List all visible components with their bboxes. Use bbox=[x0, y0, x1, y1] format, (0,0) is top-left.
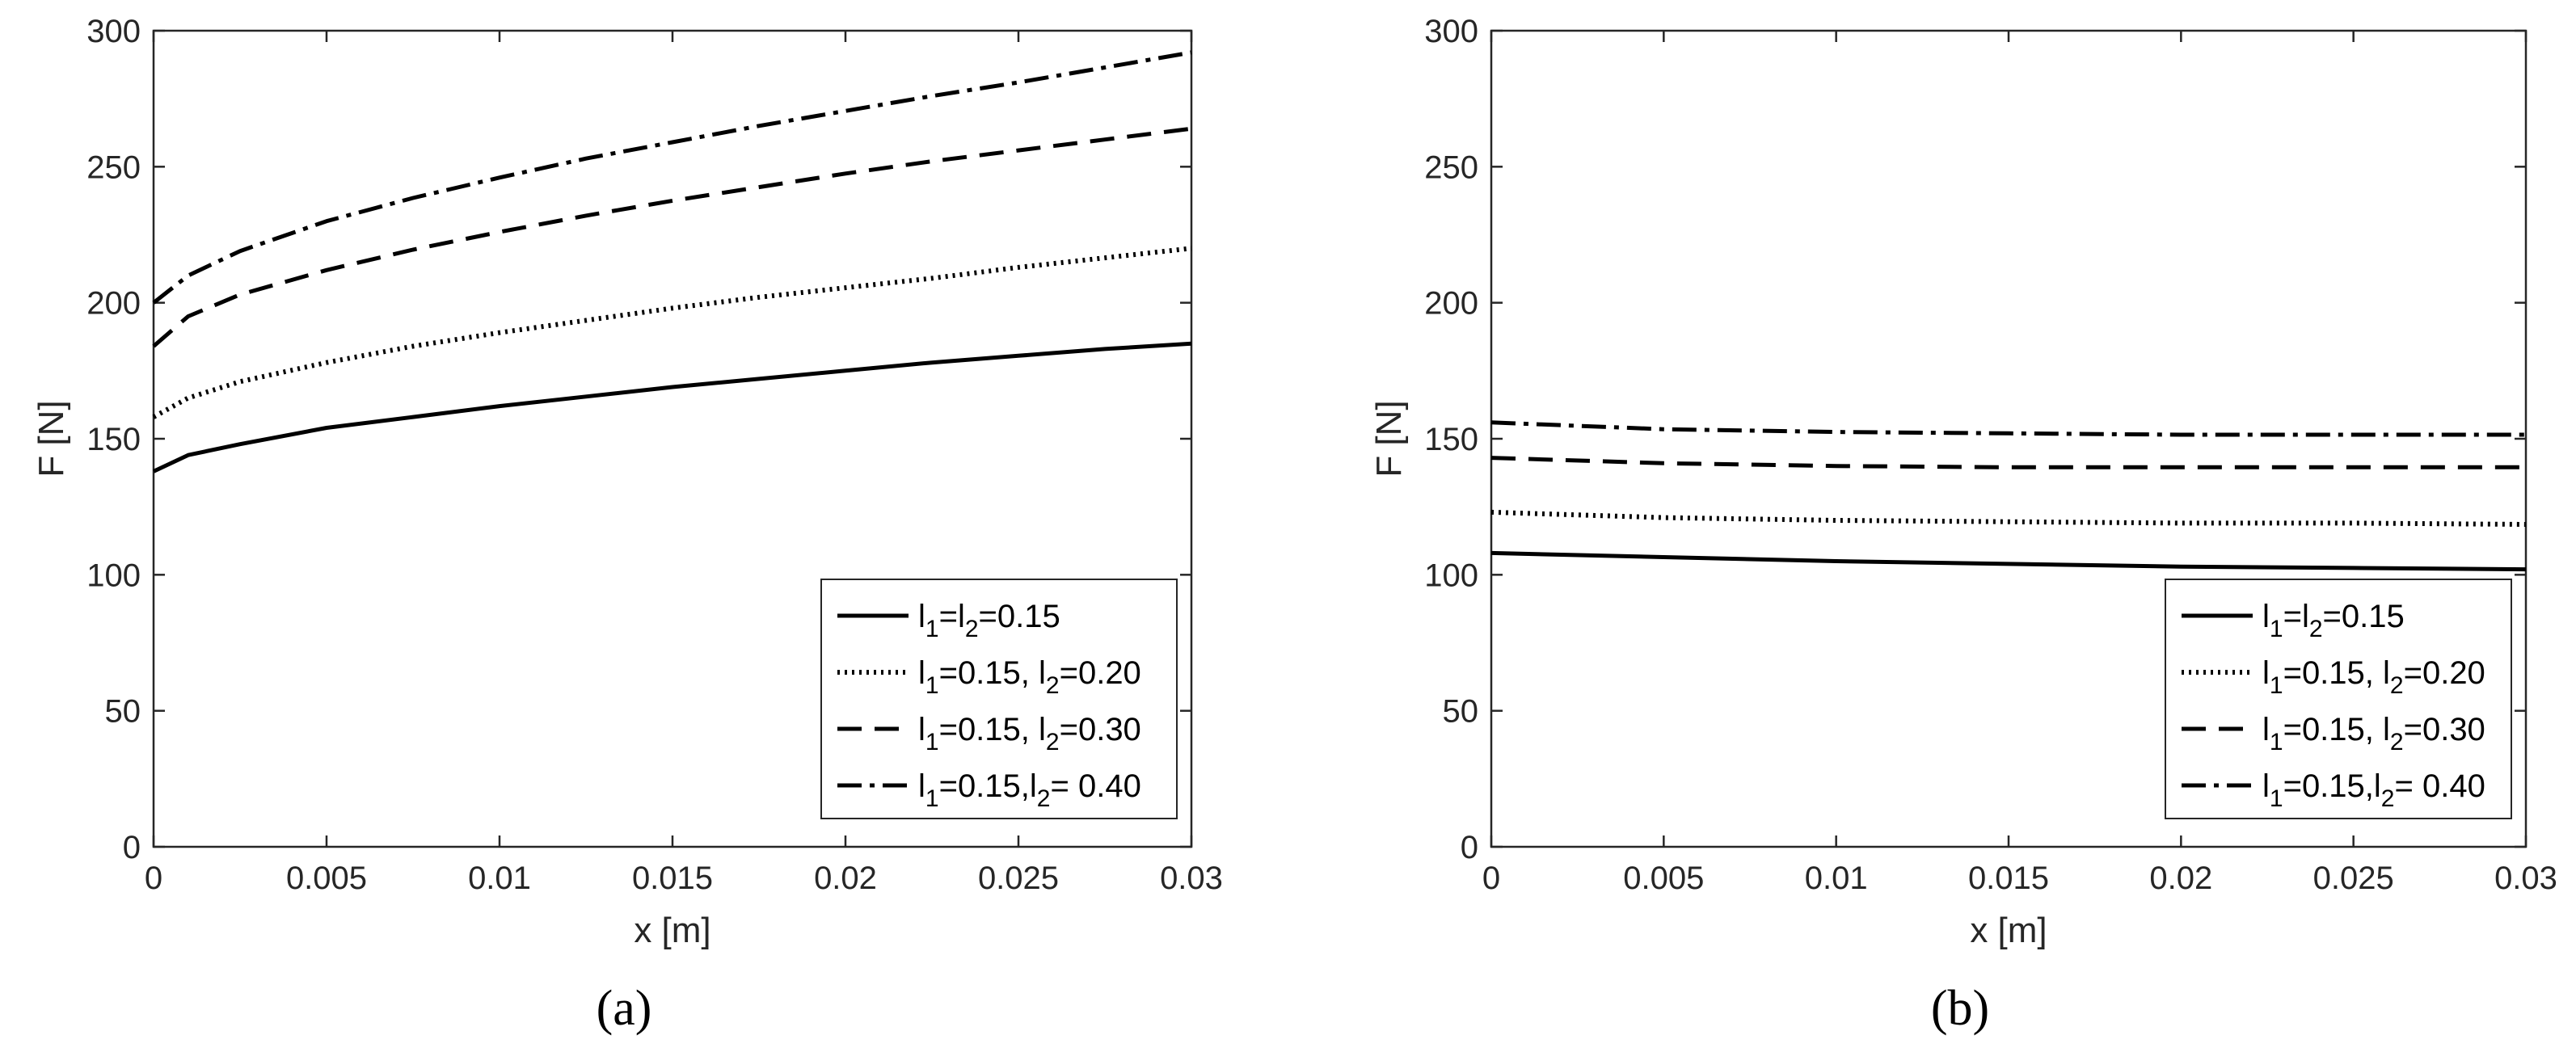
series-line-dashed bbox=[152, 126, 1192, 348]
legend-text: =0.15,l bbox=[2283, 768, 2381, 804]
x-tick-label: 0.03 bbox=[1160, 861, 1223, 896]
y-tick-label: 100 bbox=[86, 558, 141, 593]
y-axis-label: F [N] bbox=[32, 400, 71, 477]
legend-text: l bbox=[918, 599, 925, 634]
legend-entry: l1=0.15,l2= 0.40 bbox=[918, 768, 1141, 812]
legend-subscript: 2 bbox=[1046, 729, 1060, 755]
series-line-dashed bbox=[1490, 456, 2526, 469]
y-tick-label: 50 bbox=[105, 694, 141, 730]
legend-subscript: 2 bbox=[965, 616, 979, 642]
legend-text: = 0.40 bbox=[1050, 768, 1140, 804]
y-tick-label: 300 bbox=[1424, 14, 1478, 49]
legend-text: =0.30 bbox=[1060, 712, 1141, 747]
legend-subscript: 1 bbox=[925, 672, 939, 699]
legend-subscript: 2 bbox=[1046, 672, 1060, 699]
x-axis-label: x [m] bbox=[1970, 911, 2047, 950]
legend-box bbox=[820, 579, 1178, 819]
x-tick-label: 0.02 bbox=[814, 861, 877, 896]
legend-text: l bbox=[918, 768, 925, 804]
x-tick-label: 0.025 bbox=[2313, 861, 2394, 896]
x-tick-label: 0 bbox=[1482, 861, 1500, 896]
chart-panel-a: 0 0.005 0.01 0.015 0.02 0.025 0.03 0 50 100 150 200… bbox=[32, 14, 1223, 1036]
legend-text: l bbox=[2262, 768, 2270, 804]
legend-text: =0.20 bbox=[1060, 655, 1141, 691]
legend-subscript: 2 bbox=[2381, 785, 2395, 812]
legend-subscript: 1 bbox=[925, 616, 939, 642]
legend-text: l bbox=[918, 655, 925, 691]
y-tick-label: 100 bbox=[1424, 558, 1478, 593]
legend-entry: l1=0.15, l2=0.30 bbox=[918, 712, 1141, 755]
legend-text: =0.15,l bbox=[939, 768, 1037, 804]
legend-entry: l1=0.15, l2=0.30 bbox=[2262, 712, 2485, 755]
y-tick-label: 250 bbox=[86, 149, 141, 185]
chart-panel-b: 0 0.005 0.01 0.015 0.02 0.025 0.03 0 50 100 150 200… bbox=[1369, 14, 2557, 1036]
legend-text: =0.15, l bbox=[939, 655, 1046, 691]
legend-text: =0.15, l bbox=[2283, 712, 2390, 747]
legend-subscript: 2 bbox=[2390, 729, 2404, 755]
x-tick-label: 0 bbox=[145, 861, 162, 896]
legend-text: l bbox=[918, 712, 925, 747]
series-line-dotted bbox=[152, 246, 1192, 419]
y-tick-label: 200 bbox=[86, 286, 141, 322]
legend-subscript: 1 bbox=[2270, 672, 2283, 699]
y-tick-label: 150 bbox=[86, 422, 141, 457]
legend-subscript: 1 bbox=[2270, 785, 2283, 812]
legend-text: l bbox=[2262, 712, 2270, 747]
legend-text: =0.15 bbox=[979, 599, 1060, 634]
series-line-solid bbox=[152, 341, 1192, 473]
x-tick-label: 0.015 bbox=[1968, 861, 2049, 896]
legend-text: =0.15 bbox=[2323, 599, 2405, 634]
x-tick-label: 0.01 bbox=[468, 861, 531, 896]
legend-subscript: 2 bbox=[1037, 785, 1051, 812]
x-tick-label: 0.005 bbox=[1623, 861, 1704, 896]
y-tick-label: 200 bbox=[1424, 286, 1478, 322]
x-tick-label: 0.03 bbox=[2494, 861, 2557, 896]
x-tick-label: 0.01 bbox=[1805, 861, 1868, 896]
legend-entry: l1=0.15,l2= 0.40 bbox=[2262, 768, 2485, 812]
legend-text: =0.15, l bbox=[2283, 655, 2390, 691]
x-tick-label: 0.015 bbox=[632, 861, 713, 896]
panel-label: (b) bbox=[1931, 981, 1989, 1036]
x-tick-label: 0.005 bbox=[286, 861, 367, 896]
y-tick-label: 300 bbox=[86, 14, 141, 49]
y-tick-label: 0 bbox=[123, 830, 141, 865]
y-tick-label: 50 bbox=[1443, 694, 1479, 730]
legend-entry: l1=0.15, l2=0.20 bbox=[918, 655, 1141, 699]
y-axis-label: F [N] bbox=[1369, 400, 1409, 477]
y-tick-label: 0 bbox=[1461, 830, 1478, 865]
legend-subscript: 1 bbox=[925, 729, 939, 755]
legend-text: =0.15, l bbox=[939, 712, 1046, 747]
x-axis-label: x [m] bbox=[634, 911, 710, 950]
series-line-dashdot bbox=[152, 50, 1192, 305]
y-tick-label: 250 bbox=[1424, 149, 1478, 185]
legend-text: =l bbox=[2283, 599, 2309, 634]
x-tick-label: 0.025 bbox=[978, 861, 1059, 896]
legend-entry: l1=l2=0.15 bbox=[2262, 599, 2405, 642]
legend-text: =0.30 bbox=[2404, 712, 2485, 747]
series-line-dotted bbox=[1490, 509, 2527, 527]
legend-subscript: 2 bbox=[2309, 616, 2323, 642]
legend-text: =l bbox=[939, 599, 965, 634]
legend-entry: l1=l2=0.15 bbox=[918, 599, 1060, 642]
series-line-dashdot bbox=[1490, 420, 2526, 437]
y-tick-label: 150 bbox=[1424, 422, 1478, 457]
panel-label: (a) bbox=[597, 981, 652, 1036]
legend-text: = 0.40 bbox=[2394, 768, 2485, 804]
legend-subscript: 1 bbox=[925, 785, 939, 812]
legend-subscript: 1 bbox=[2270, 729, 2283, 755]
legend-text: =0.20 bbox=[2404, 655, 2485, 691]
legend-entry: l1=0.15, l2=0.20 bbox=[2262, 655, 2485, 699]
legend-text: l bbox=[2262, 599, 2270, 634]
series-line-solid bbox=[1490, 550, 2527, 572]
legend-box bbox=[2165, 579, 2512, 819]
legend-text: l bbox=[2262, 655, 2270, 691]
legend-subscript: 1 bbox=[2270, 616, 2283, 642]
legend-subscript: 2 bbox=[2390, 672, 2404, 699]
x-tick-label: 0.02 bbox=[2149, 861, 2212, 896]
